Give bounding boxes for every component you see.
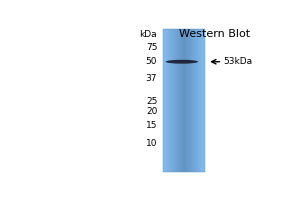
Bar	[194, 29, 195, 172]
Bar	[203, 29, 204, 172]
Bar	[198, 29, 199, 172]
Bar	[164, 29, 165, 172]
Bar	[163, 29, 164, 172]
Bar	[176, 29, 177, 172]
Text: 20: 20	[146, 107, 157, 116]
Bar	[183, 29, 184, 172]
Bar	[178, 29, 179, 172]
Bar	[169, 29, 170, 172]
Bar	[195, 29, 196, 172]
Bar	[186, 29, 187, 172]
Bar	[167, 29, 168, 172]
Bar	[190, 29, 191, 172]
Bar	[181, 29, 182, 172]
Text: 53kDa: 53kDa	[224, 57, 253, 66]
Bar	[185, 29, 186, 172]
Bar	[179, 29, 180, 172]
Text: Western Blot: Western Blot	[178, 29, 250, 39]
Bar	[174, 29, 175, 172]
Bar	[193, 29, 194, 172]
Text: 50: 50	[146, 57, 157, 66]
Bar	[177, 29, 178, 172]
Bar	[172, 29, 173, 172]
Bar	[200, 29, 201, 172]
Bar	[182, 29, 183, 172]
Text: 25: 25	[146, 97, 157, 106]
Bar	[170, 29, 171, 172]
Text: 15: 15	[146, 121, 157, 130]
Bar	[189, 29, 190, 172]
Bar	[187, 29, 188, 172]
Bar	[184, 29, 185, 172]
Bar	[191, 29, 192, 172]
Bar	[168, 29, 169, 172]
Bar	[192, 29, 193, 172]
Text: 37: 37	[146, 74, 157, 83]
Bar	[163, 29, 205, 172]
Bar	[199, 29, 200, 172]
Text: 10: 10	[146, 139, 157, 148]
Ellipse shape	[166, 60, 198, 64]
Bar	[197, 29, 198, 172]
Bar	[188, 29, 189, 172]
Bar	[165, 29, 166, 172]
Text: kDa: kDa	[140, 30, 157, 39]
Bar	[171, 29, 172, 172]
Bar	[180, 29, 181, 172]
Bar	[202, 29, 203, 172]
Bar	[173, 29, 174, 172]
Text: 75: 75	[146, 43, 157, 52]
Bar	[196, 29, 197, 172]
Bar	[201, 29, 202, 172]
Bar	[204, 29, 205, 172]
